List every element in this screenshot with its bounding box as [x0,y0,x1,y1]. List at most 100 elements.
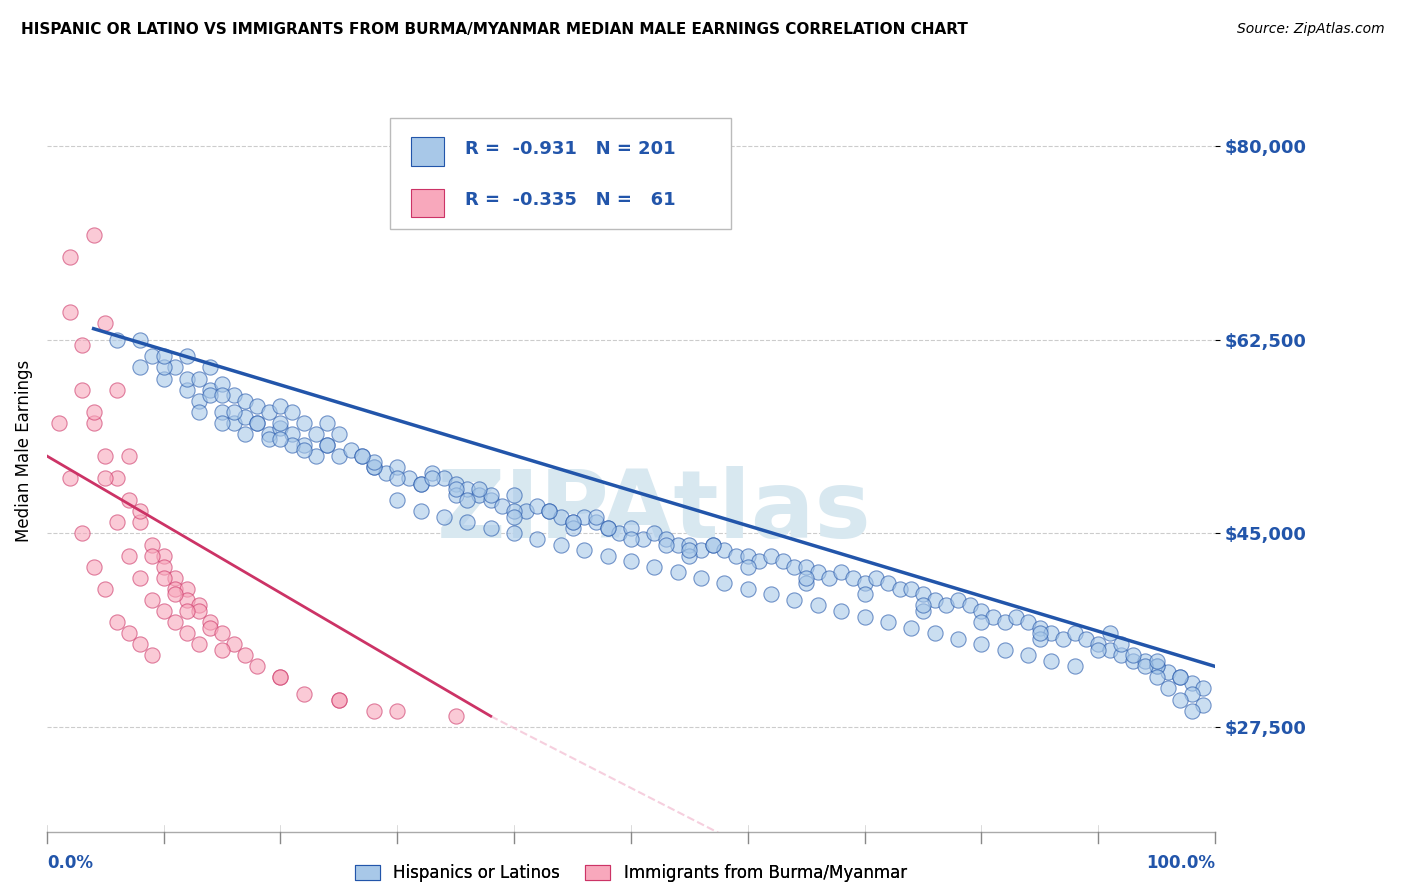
Point [876,615,898,629]
Point [409,476,432,491]
Point [994,642,1017,657]
Point [235,393,257,408]
Point [503,509,526,524]
Point [853,587,876,601]
Point [328,692,350,706]
Point [1040,654,1063,668]
Point [387,704,409,718]
Point [479,493,502,508]
Point [596,521,619,535]
Point [503,504,526,518]
Point [118,626,141,640]
Point [772,554,794,568]
Point [935,599,957,613]
Point [328,692,350,706]
Point [876,576,898,591]
Point [328,426,350,441]
Point [853,609,876,624]
Point [292,416,315,430]
Point [783,559,806,574]
Point [94,316,117,330]
Point [187,393,209,408]
Point [187,405,209,419]
Point [187,604,209,618]
Point [1087,637,1109,651]
Point [129,504,152,518]
Point [479,521,502,535]
Point [387,460,409,475]
Point [970,604,993,618]
Point [129,637,152,651]
Point [911,587,934,601]
Point [924,593,946,607]
Point [246,399,269,413]
Point [59,250,82,264]
Point [420,466,443,480]
Point [1122,648,1144,663]
Point [316,438,339,452]
Point [211,642,233,657]
Point [678,543,700,558]
Point [304,426,326,441]
Point [152,549,174,563]
Point [456,482,478,496]
Point [152,604,174,618]
Point [702,537,724,551]
Point [176,593,198,607]
Point [59,471,82,485]
Point [1076,632,1098,646]
Point [129,360,152,375]
Point [165,582,187,596]
Point [83,416,105,430]
Point [830,566,852,580]
Point [444,482,467,496]
Point [281,426,304,441]
Text: R =  -0.335   N =   61: R = -0.335 N = 61 [465,191,675,209]
Point [187,371,209,385]
Point [1098,642,1121,657]
Point [420,471,443,485]
Point [1146,654,1168,668]
Point [1122,654,1144,668]
Point [724,549,747,563]
Point [690,543,713,558]
Point [316,416,339,430]
Point [129,516,152,530]
Point [807,599,830,613]
Point [713,543,735,558]
Point [620,521,643,535]
Point [83,405,105,419]
Point [807,566,830,580]
Point [690,571,713,585]
Point [702,537,724,551]
Point [1180,704,1202,718]
Point [794,576,817,591]
Point [211,388,233,402]
Point [352,449,374,463]
Point [176,626,198,640]
Point [900,582,922,596]
Point [118,549,141,563]
Point [118,493,141,508]
Point [1028,621,1050,635]
Point [1157,665,1180,679]
Point [1111,648,1133,663]
Point [970,615,993,629]
Point [1146,659,1168,673]
Point [981,609,1004,624]
Point [783,593,806,607]
Point [444,709,467,723]
Point [666,537,689,551]
Point [269,433,291,447]
Point [924,626,946,640]
Text: ZIPAtlas: ZIPAtlas [437,466,872,558]
Point [526,499,548,513]
Point [1098,626,1121,640]
Point [165,360,187,375]
Point [1063,659,1085,673]
Point [94,582,117,596]
Point [456,516,478,530]
Point [444,488,467,502]
Point [631,532,654,546]
Point [1087,642,1109,657]
